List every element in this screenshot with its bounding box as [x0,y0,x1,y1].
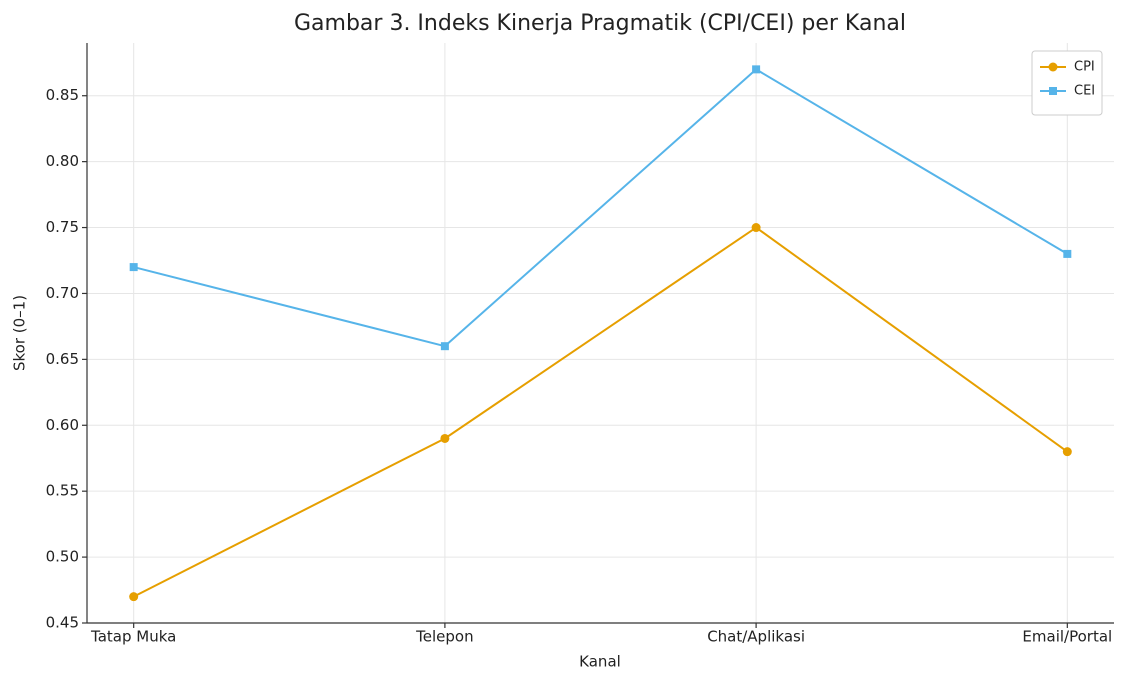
marker [1048,62,1058,72]
x-tick-label: Telepon [415,628,473,646]
y-tick-label: 0.70 [46,284,79,302]
y-tick-label: 0.85 [46,86,79,104]
y-tick-label: 0.75 [46,218,79,236]
y-tick-label: 0.80 [46,152,79,170]
legend-label: CPI [1074,60,1095,75]
y-tick-label: 0.50 [46,548,79,566]
marker [129,592,139,602]
series-line [133,226,1068,598]
x-tick-label: Chat/Aplikasi [707,628,805,646]
marker [129,263,138,272]
legend-label: CEI [1074,84,1095,99]
chart-title: Gambar 3. Indeks Kinerja Pragmatik (CPI/… [294,11,906,36]
x-tick-label: Tatap Muka [90,628,176,646]
marker [1063,249,1072,258]
y-axis-label: Skor (0–1) [11,295,29,371]
series-line [133,68,1068,348]
marker [752,65,761,74]
legend: CPI CEI [1031,50,1103,116]
x-tick-label: Email/Portal [1022,628,1112,646]
marker [1049,87,1057,95]
y-tick-label: 0.45 [46,614,79,632]
y-tick-label: 0.65 [46,350,79,368]
marker [440,342,449,351]
y-tick-label: 0.60 [46,416,79,434]
marker [751,223,761,233]
marker [440,433,450,443]
y-tick-label: 0.55 [46,482,79,500]
marker [1062,447,1072,457]
x-axis-label: Kanal [579,653,621,671]
